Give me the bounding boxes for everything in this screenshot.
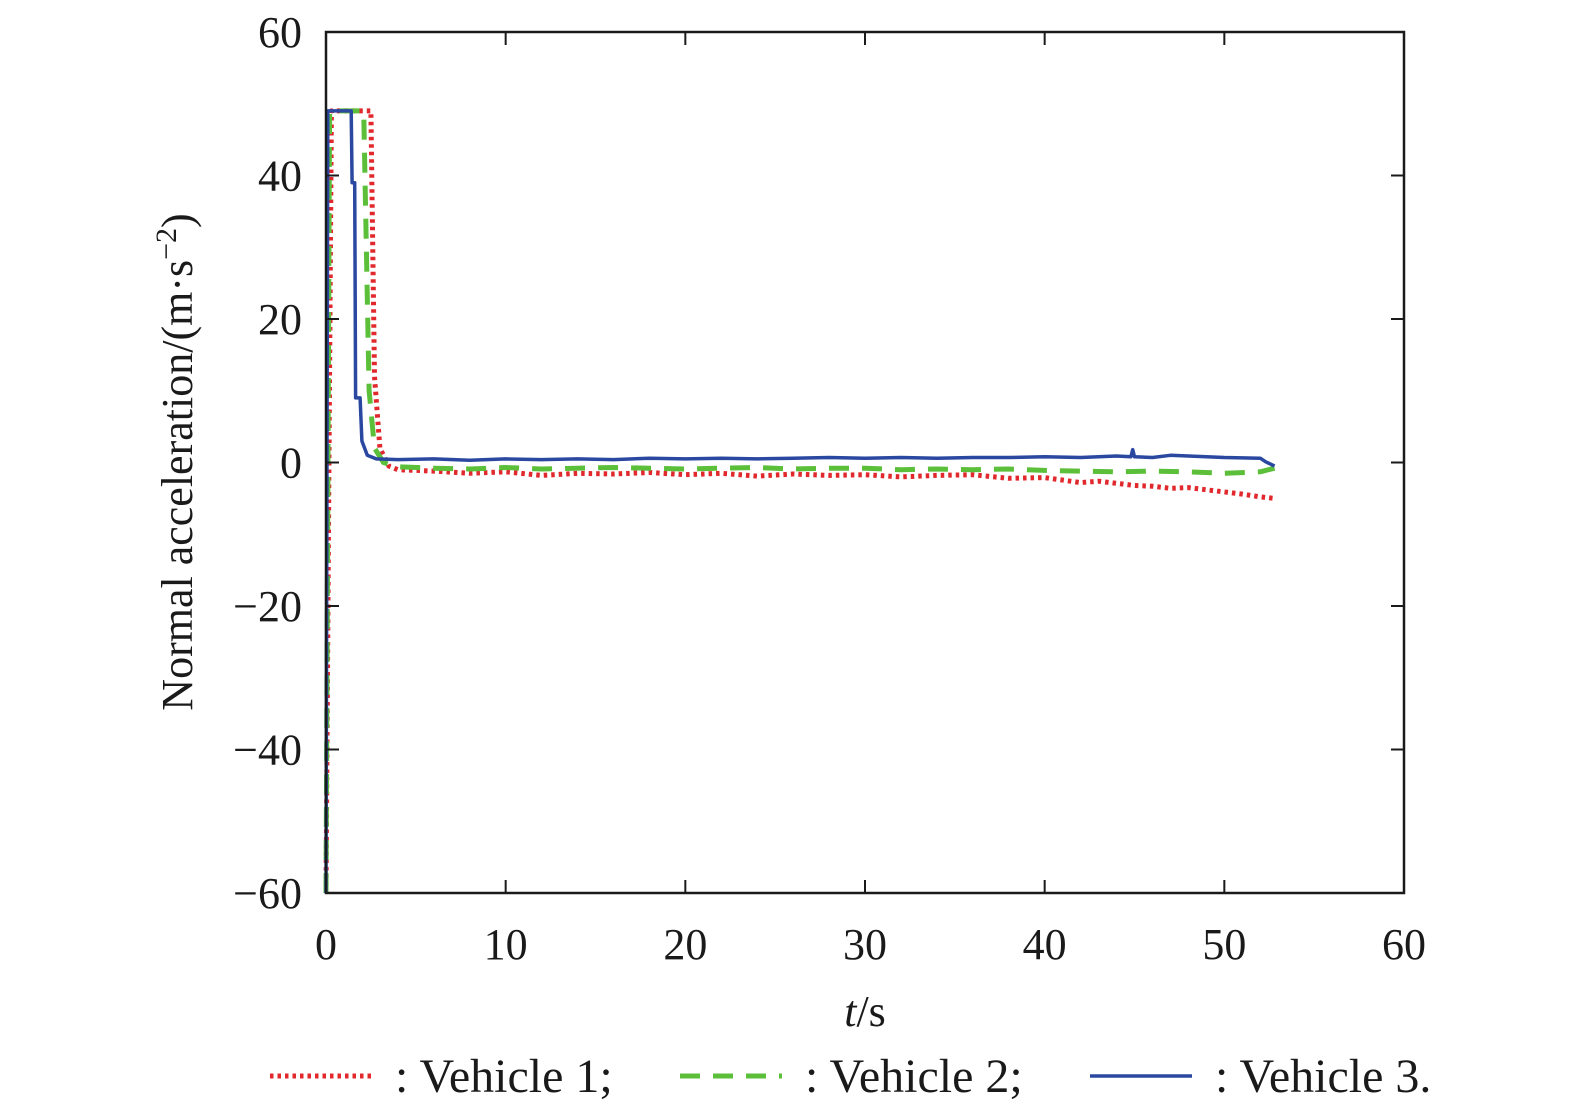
x-axis-title-unit: /s	[856, 987, 885, 1036]
y-axis-title-close: )	[153, 213, 202, 228]
tick-labels: 0 10 20 30 40 50 60 −60 −40 −20 0 20 40 60	[233, 8, 1426, 969]
y-axis-title-sup: −2	[150, 228, 183, 260]
x-tick-label: 10	[484, 920, 528, 969]
y-axis-title-text: Normal acceleration/(m·s	[153, 260, 202, 711]
legend: : Vehicle 1; : Vehicle 2; : Vehicle 3.	[270, 1050, 1431, 1103]
axis-ticks	[325, 31, 1405, 894]
y-tick-label: 0	[280, 439, 302, 488]
x-tick-label: 30	[843, 920, 887, 969]
legend-label-vehicle-3: : Vehicle 3.	[1215, 1050, 1431, 1103]
x-tick-label: 0	[315, 920, 337, 969]
y-tick-label: −20	[233, 582, 302, 631]
x-axis-title: t/s	[844, 987, 886, 1036]
y-tick-label: 60	[258, 8, 302, 57]
series-line-vehicle-2	[323, 108, 1276, 894]
y-tick-label: −40	[233, 726, 302, 775]
series-line-vehicle-1	[323, 108, 1275, 894]
y-tick-label: 20	[258, 295, 302, 344]
x-axis-title-var: t	[844, 987, 858, 1036]
y-axis-title: Normal acceleration/(m·s−2)	[150, 213, 202, 710]
x-tick-label: 20	[663, 920, 707, 969]
x-tick-label: 50	[1202, 920, 1246, 969]
x-tick-label: 60	[1382, 920, 1426, 969]
plot-frame	[324, 30, 1406, 895]
series-line-vehicle-3	[324, 109, 1276, 894]
legend-label-vehicle-2: : Vehicle 2;	[805, 1050, 1023, 1103]
legend-label-vehicle-1: : Vehicle 1;	[395, 1050, 613, 1103]
plot-lines	[323, 108, 1276, 894]
x-tick-label: 40	[1023, 920, 1067, 969]
y-tick-label: −60	[233, 869, 302, 918]
y-tick-label: 40	[258, 152, 302, 201]
